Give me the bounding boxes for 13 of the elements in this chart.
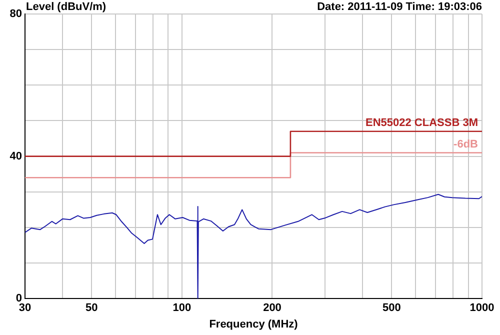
x-tick-label: 1000 [470,302,494,314]
text: Date: 2011-11-09 Time: 19:03:06 [317,1,482,13]
y-tick-label: 80 [10,8,22,20]
series-label: EN55022 CLASSB 3M [366,116,478,129]
x-tick-label: 500 [382,302,401,314]
x-tick-label: 100 [172,302,192,314]
x-tick-label: 30 [18,302,32,314]
x-tick-label: 50 [85,302,98,314]
y-axis-title: Level (dBuV/m) [26,1,106,13]
y-tick-label: 40 [10,150,22,162]
x-axis-title: Frequency (MHz) [209,318,298,330]
series-label: -6dB [454,138,478,150]
x-tick-label: 200 [263,302,282,314]
